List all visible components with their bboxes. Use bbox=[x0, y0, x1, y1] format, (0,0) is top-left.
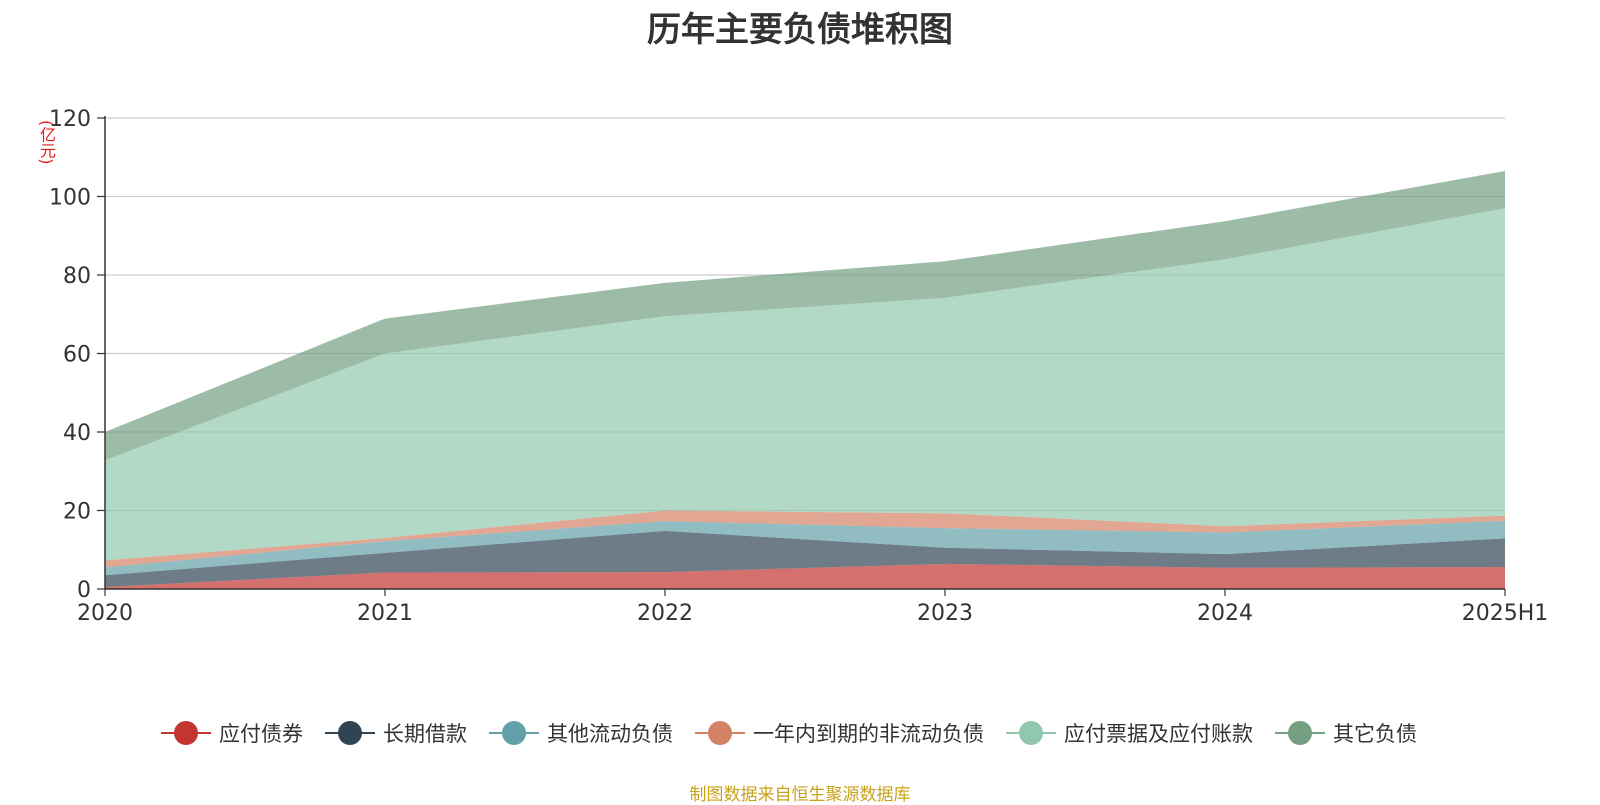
area-series-1 bbox=[105, 563, 1505, 589]
stacked-area-chart: 0 20 40 60 80 100 120 2020 2021 2022 2023 2024 2025H… bbox=[49, 107, 1549, 626]
chart-title: 历年主要负债堆积图 bbox=[647, 10, 953, 50]
legend-marker-dot bbox=[1288, 721, 1312, 745]
area-series-2 bbox=[105, 530, 1505, 588]
legend-marker-dot bbox=[708, 721, 732, 745]
x-tick-label-2022: 2022 bbox=[637, 601, 693, 626]
legend-label: 其它负债 bbox=[1333, 722, 1417, 746]
legend-label: 应付票据及应付账款 bbox=[1064, 722, 1253, 746]
y-tick-label-100: 100 bbox=[49, 186, 91, 211]
area-series-6 bbox=[105, 170, 1505, 461]
legend-marker-dot bbox=[338, 721, 362, 745]
legend-marker-icon bbox=[1006, 721, 1056, 745]
y-tick-label-80: 80 bbox=[63, 264, 91, 289]
area-series-4 bbox=[105, 510, 1505, 568]
legend-marker-icon bbox=[489, 721, 539, 745]
legend-label: 其他流动负债 bbox=[547, 722, 673, 746]
area-series-3 bbox=[105, 520, 1505, 576]
legend-item-6[interactable]: 其它负债 bbox=[1275, 718, 1417, 748]
source-note: 制图数据来自恒生聚源数据库 bbox=[689, 785, 911, 805]
legend-label: 应付债券 bbox=[219, 722, 303, 746]
legend-item-5[interactable]: 应付票据及应付账款 bbox=[1006, 718, 1253, 748]
legend-marker-dot bbox=[502, 721, 526, 745]
y-tick-label-40: 40 bbox=[63, 421, 91, 446]
y-tick-label-60: 60 bbox=[63, 343, 91, 368]
legend-label: 一年内到期的非流动负债 bbox=[753, 722, 984, 746]
legend-marker-icon bbox=[695, 721, 745, 745]
y-tick-label-0: 0 bbox=[77, 578, 91, 603]
x-tick-label-2024: 2024 bbox=[1197, 601, 1253, 626]
legend-item-3[interactable]: 其他流动负债 bbox=[489, 718, 673, 748]
chart-legend: 应付债券 长期借款 其他流动负债 一年内到期的非流动负债 应付票据及应付账款 其它负债 bbox=[0, 718, 1600, 748]
legend-marker-icon bbox=[325, 721, 375, 745]
legend-marker-dot bbox=[1019, 721, 1043, 745]
x-tick-label-2020: 2020 bbox=[77, 601, 133, 626]
x-tick-label-2021: 2021 bbox=[357, 601, 413, 626]
x-tick-label-2025H1: 2025H1 bbox=[1462, 601, 1549, 626]
legend-marker-icon bbox=[1275, 721, 1325, 745]
y-axis-unit: (亿元) bbox=[37, 120, 56, 165]
x-tick-label-2023: 2023 bbox=[917, 601, 973, 626]
y-tick-label-120: 120 bbox=[49, 107, 91, 132]
legend-item-4[interactable]: 一年内到期的非流动负债 bbox=[695, 718, 984, 748]
legend-label: 长期借款 bbox=[383, 722, 467, 746]
legend-marker-dot bbox=[174, 721, 198, 745]
y-tick-label-20: 20 bbox=[63, 500, 91, 525]
legend-marker-icon bbox=[161, 721, 211, 745]
area-series-5 bbox=[105, 208, 1505, 561]
legend-item-2[interactable]: 长期借款 bbox=[325, 718, 467, 748]
legend-item-1[interactable]: 应付债券 bbox=[161, 718, 303, 748]
